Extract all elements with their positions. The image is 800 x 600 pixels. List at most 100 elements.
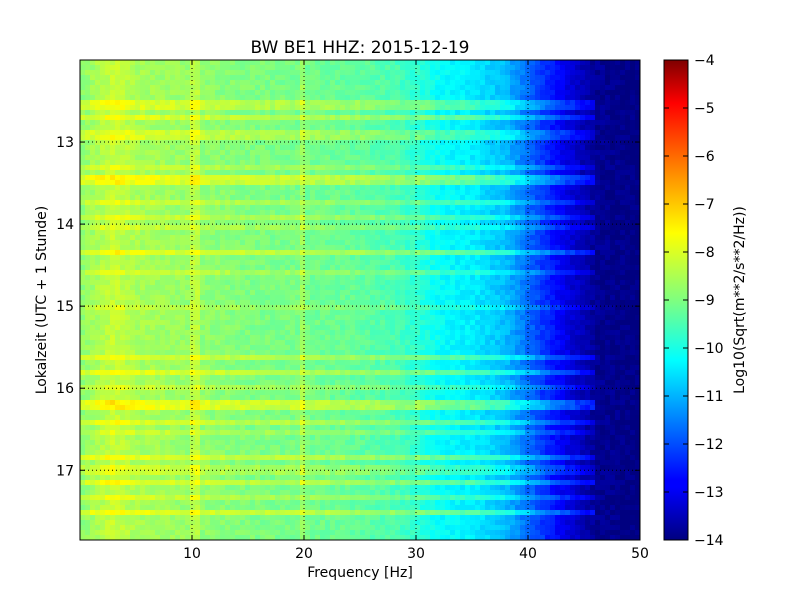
heatmap-cell: [525, 205, 531, 211]
heatmap-cell: [460, 235, 466, 241]
heatmap-cell: [635, 115, 640, 121]
heatmap-cell: [335, 155, 341, 161]
heatmap-cell: [245, 240, 251, 246]
heatmap-cell: [465, 250, 471, 256]
heatmap-cell: [260, 230, 266, 236]
heatmap-cell: [360, 165, 366, 171]
heatmap-cell: [325, 260, 331, 266]
heatmap-cell: [565, 210, 571, 216]
heatmap-cell: [625, 240, 631, 246]
heatmap-cell: [545, 255, 551, 261]
heatmap-cell: [635, 230, 640, 236]
heatmap-cell: [140, 280, 146, 286]
heatmap-cell: [630, 70, 636, 76]
heatmap-cell: [370, 65, 376, 71]
heatmap-cell: [265, 60, 271, 66]
heatmap-cell: [560, 110, 566, 116]
heatmap-cell: [400, 120, 406, 126]
heatmap-cell: [140, 235, 146, 241]
heatmap-cell: [465, 200, 471, 206]
heatmap-cell: [630, 125, 636, 131]
heatmap-cell: [165, 155, 171, 161]
heatmap-cell: [445, 210, 451, 216]
heatmap-cell: [110, 215, 116, 221]
heatmap-cell: [400, 65, 406, 71]
heatmap-cell: [595, 110, 601, 116]
heatmap-cell: [475, 90, 481, 96]
heatmap-cell: [145, 125, 151, 131]
heatmap-cell: [410, 70, 416, 76]
heatmap-cell: [390, 175, 396, 181]
heatmap-cell: [160, 240, 166, 246]
heatmap-cell: [205, 150, 211, 156]
heatmap-cell: [455, 65, 461, 71]
heatmap-cell: [115, 100, 121, 106]
heatmap-cell: [330, 190, 336, 196]
heatmap-cell: [525, 135, 531, 141]
heatmap-cell: [335, 265, 341, 271]
heatmap-cell: [340, 95, 346, 101]
heatmap-cell: [105, 200, 111, 206]
heatmap-cell: [320, 65, 326, 71]
heatmap-cell: [210, 155, 216, 161]
heatmap-cell: [500, 60, 506, 66]
heatmap-cell: [160, 85, 166, 91]
heatmap-cell: [290, 110, 296, 116]
heatmap-cell: [480, 250, 486, 256]
heatmap-cell: [195, 75, 201, 81]
heatmap-cell: [530, 255, 536, 261]
heatmap-cell: [175, 160, 181, 166]
heatmap-cell: [125, 235, 131, 241]
heatmap-cell: [175, 95, 181, 101]
heatmap-cell: [195, 155, 201, 161]
heatmap-cell: [250, 260, 256, 266]
heatmap-cell: [270, 270, 276, 276]
heatmap-cell: [305, 185, 311, 191]
heatmap-cell: [105, 260, 111, 266]
heatmap-cell: [380, 250, 386, 256]
heatmap-cell: [570, 235, 576, 241]
heatmap-cell: [245, 90, 251, 96]
heatmap-cell: [355, 245, 361, 251]
heatmap-cell: [395, 185, 401, 191]
heatmap-cell: [200, 175, 206, 181]
heatmap-cell: [270, 220, 276, 226]
heatmap-cell: [195, 255, 201, 261]
heatmap-cell: [325, 125, 331, 131]
heatmap-cell: [460, 75, 466, 81]
heatmap-cell: [250, 90, 256, 96]
heatmap-cell: [625, 230, 631, 236]
heatmap-cell: [315, 175, 321, 181]
heatmap-cell: [395, 115, 401, 121]
heatmap-cell: [310, 95, 316, 101]
heatmap-cell: [590, 155, 596, 161]
heatmap-cell: [380, 210, 386, 216]
heatmap-cell: [345, 210, 351, 216]
heatmap-cell: [360, 105, 366, 111]
heatmap-cell: [455, 80, 461, 86]
heatmap-cell: [480, 240, 486, 246]
heatmap-cell: [345, 265, 351, 271]
heatmap-cell: [605, 150, 611, 156]
heatmap-cell: [575, 240, 581, 246]
heatmap-cell: [320, 90, 326, 96]
heatmap-cell: [280, 175, 286, 181]
heatmap-cell: [515, 265, 521, 271]
heatmap-cell: [390, 185, 396, 191]
heatmap-cell: [315, 155, 321, 161]
heatmap-cell: [205, 115, 211, 121]
heatmap-cell: [175, 165, 181, 171]
heatmap-cell: [235, 145, 241, 151]
heatmap-cell: [150, 175, 156, 181]
heatmap-cell: [180, 225, 186, 231]
heatmap-cell: [445, 195, 451, 201]
heatmap-cell: [170, 95, 176, 101]
heatmap-cell: [275, 275, 281, 281]
heatmap-cell: [495, 135, 501, 141]
heatmap-cell: [630, 105, 636, 111]
heatmap-cell: [625, 210, 631, 216]
heatmap-cell: [295, 270, 301, 276]
heatmap-cell: [500, 230, 506, 236]
heatmap-cell: [570, 80, 576, 86]
heatmap-cell: [180, 210, 186, 216]
